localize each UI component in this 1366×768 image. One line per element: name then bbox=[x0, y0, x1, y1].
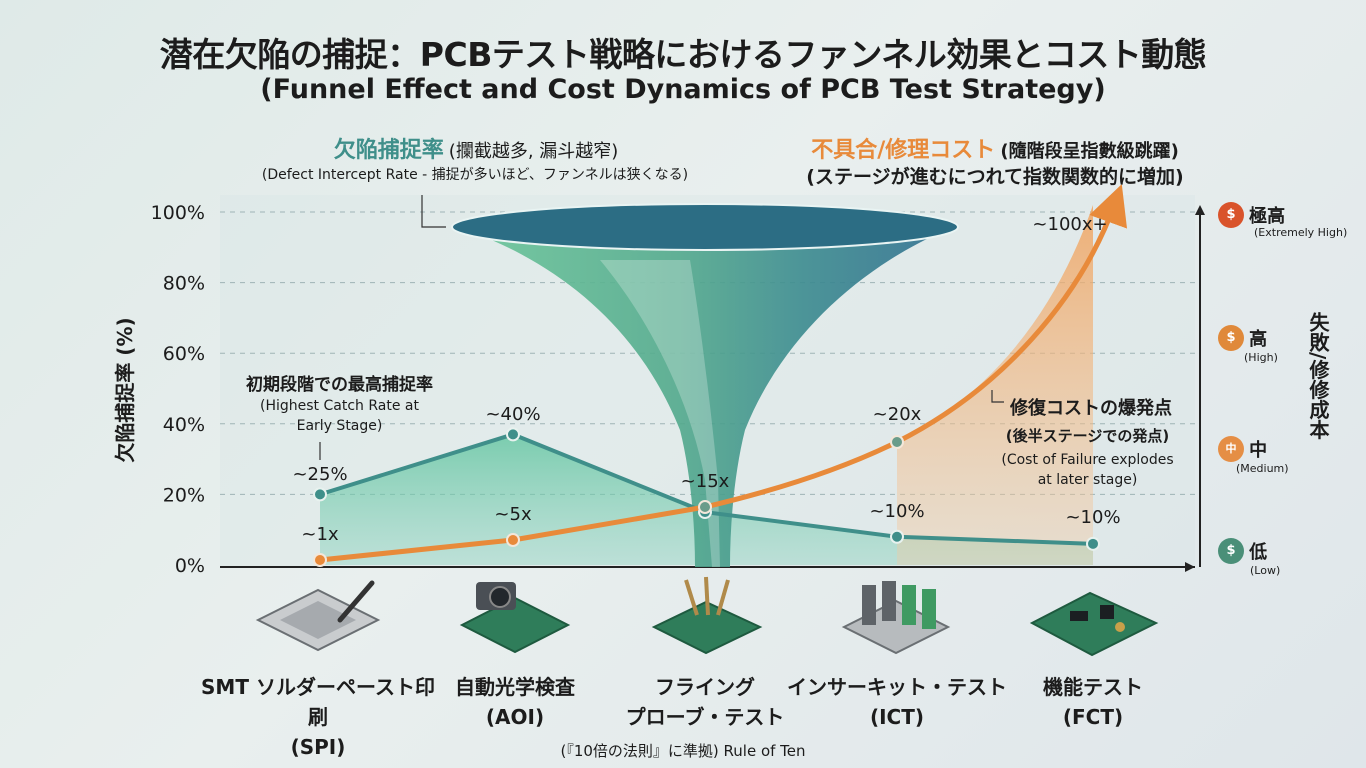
series-layer: ~25% ~40% ~10% ~10% ~1x ~5x ~15x ~20x ~100x+ bbox=[292, 184, 1128, 567]
chart-subtitle: (Funnel Effect and Cost Dynamics of PCB … bbox=[260, 74, 1106, 105]
catch-rate-heading-main: 欠陥捕捉率 bbox=[333, 138, 444, 163]
catch-rate-point bbox=[890, 529, 904, 544]
cost-axis-arrow bbox=[1195, 205, 1205, 215]
y-axis-label: 欠陥捕捉率 (%) bbox=[113, 317, 137, 462]
cost-level-high: $ 高 (High) bbox=[1218, 325, 1308, 364]
dollar-coin-icon: $ bbox=[1218, 325, 1244, 351]
cost-level-label-en: (High) bbox=[1244, 351, 1278, 364]
stage-label-line2: プローブ・テスト bbox=[625, 705, 785, 729]
y-tick-label: 20% bbox=[163, 484, 205, 506]
ict-fixture-icon bbox=[841, 581, 951, 655]
stage-label-line1: 機能テスト bbox=[1043, 675, 1143, 699]
cost-point bbox=[313, 553, 327, 567]
cost-level-label: 中 bbox=[1249, 440, 1268, 461]
stage-label-line1: 自動光学検査 bbox=[455, 675, 575, 699]
stage-label-line1: インサーキット・テスト bbox=[787, 675, 1007, 699]
cost-explosion-annotation-sub: (後半ステージでの発点) bbox=[1005, 427, 1170, 445]
stage-label-line2: (SPI) bbox=[290, 735, 346, 759]
catch-rate-heading-en: (Defect Intercept Rate - 捕捉が多いほど、ファンネルは狭… bbox=[261, 167, 689, 183]
y-tick-label: 80% bbox=[163, 273, 205, 295]
stage-label-line2: (ICT) bbox=[869, 705, 925, 729]
y-tick-label: 40% bbox=[163, 414, 205, 436]
funnel-highlight bbox=[600, 260, 720, 567]
chart-title: 潜在欠陥の捕捉：PCBテスト戦略におけるファンネル効果とコスト動態 bbox=[159, 35, 1207, 74]
cost-data-label: ~15x bbox=[681, 471, 730, 492]
flying-probe-icon bbox=[651, 576, 763, 655]
stage-label-line1: SMT ソルダーペースト印刷 bbox=[201, 675, 435, 729]
funnel-body bbox=[452, 225, 958, 567]
stage-label: SMT ソルダーペースト印刷 (SPI) bbox=[198, 672, 438, 762]
heading-connector bbox=[421, 195, 446, 228]
stage-label: フライングプローブ・テスト bbox=[585, 672, 825, 732]
catch-rate-heading-paren: (攔截越多, 漏斗越窄) bbox=[448, 141, 619, 162]
stage-label-line1: フライング bbox=[655, 675, 755, 699]
catch-rate-point bbox=[1086, 536, 1100, 551]
y-tick-labels: 100% 80% 60% 40% 20% 0% bbox=[151, 202, 205, 577]
stage-label: インサーキット・テスト (ICT) bbox=[777, 672, 1017, 732]
early-stage-annotation: 初期段階での最高捕捉率 bbox=[246, 375, 433, 395]
cost-heading: 不具合/修理コスト (隨階段呈指數級跳躍) bbox=[770, 132, 1220, 164]
cost-axis-title: 失敗/修修成本 bbox=[1306, 312, 1330, 440]
explode-annotation-line bbox=[991, 390, 1004, 403]
cost-explosion-annotation-en-1: (Cost of Failure explodes bbox=[1001, 452, 1174, 468]
cost-point bbox=[890, 435, 904, 449]
cost-level-medium: 中 中 (Medium) bbox=[1218, 436, 1308, 475]
catch-rate-area bbox=[320, 434, 1093, 565]
cost-level-low: $ 低 (Low) bbox=[1218, 538, 1308, 577]
catch-rate-data-label: ~40% bbox=[485, 404, 540, 425]
x-axis-arrow bbox=[1185, 562, 1195, 572]
catch-rate-heading: 欠陥捕捉率 (攔截越多, 漏斗越窄) bbox=[226, 132, 726, 164]
medium-coin-icon: 中 bbox=[1218, 436, 1244, 462]
cost-data-label: ~100x+ bbox=[1032, 214, 1107, 235]
stage-label: 機能テスト (FCT) bbox=[973, 672, 1213, 732]
cost-heading-sub: (ステージが進むにつれて指数関数的に増加) bbox=[806, 166, 1184, 188]
cost-level-extreme: $ 極高 (Extremely High) bbox=[1218, 202, 1366, 239]
cost-explosion-annotation: 修復コストの爆発点 bbox=[1010, 398, 1172, 419]
stage-icons bbox=[255, 576, 1159, 657]
dollar-coin-icon: $ bbox=[1218, 202, 1244, 228]
cost-level-label-en: (Low) bbox=[1250, 564, 1281, 577]
cost-data-label: ~1x bbox=[301, 524, 339, 545]
early-stage-annotation-en-2: Early Stage) bbox=[296, 418, 383, 434]
catch-rate-data-label: ~10% bbox=[1065, 507, 1120, 528]
y-tick-label: 60% bbox=[163, 343, 205, 365]
cost-explosion-annotation-en-2: at later stage) bbox=[1037, 472, 1138, 488]
y-tick-label: 0% bbox=[175, 555, 205, 577]
cost-heading-paren: (隨階段呈指數級跳躍) bbox=[1000, 141, 1179, 162]
funnel-graphic bbox=[451, 203, 959, 567]
cost-data-label: ~20x bbox=[873, 404, 922, 425]
cost-point bbox=[698, 500, 712, 514]
cost-level-label: 低 bbox=[1249, 542, 1268, 563]
early-stage-annotation-en-1: (Highest Catch Rate at bbox=[260, 398, 419, 414]
cost-data-label: ~5x bbox=[494, 504, 532, 525]
series-areas bbox=[320, 205, 1093, 565]
stage-label: 自動光学検査 (AOI) bbox=[395, 672, 635, 732]
cost-area bbox=[897, 205, 1093, 565]
cost-level-label-en: (Medium) bbox=[1236, 462, 1289, 475]
funnel-mouth bbox=[451, 203, 959, 251]
aoi-camera-icon bbox=[459, 582, 571, 654]
dollar-coin-icon: $ bbox=[1218, 538, 1244, 564]
stage-label-line2: (AOI) bbox=[485, 705, 545, 729]
catch-rate-data-label: ~25% bbox=[292, 464, 347, 485]
catch-rate-data-label: ~10% bbox=[869, 501, 924, 522]
y-tick-label: 100% bbox=[151, 202, 205, 224]
fct-board-icon bbox=[1029, 591, 1159, 657]
cost-level-label: 高 bbox=[1249, 329, 1268, 350]
catch-rate-point bbox=[313, 487, 327, 502]
cost-level-label: 極高 bbox=[1249, 206, 1286, 227]
catch-rate-point bbox=[506, 427, 520, 442]
stage-label-line2: (FCT) bbox=[1062, 705, 1124, 729]
cost-heading-main: 不具合/修理コスト bbox=[811, 138, 996, 163]
spi-stencil-icon bbox=[255, 580, 381, 652]
cost-point bbox=[506, 533, 520, 547]
cost-level-label-en: (Extremely High) bbox=[1254, 226, 1348, 239]
rule-of-ten-note: (『10倍の法則』に準拠) Rule of Ten bbox=[560, 742, 806, 760]
